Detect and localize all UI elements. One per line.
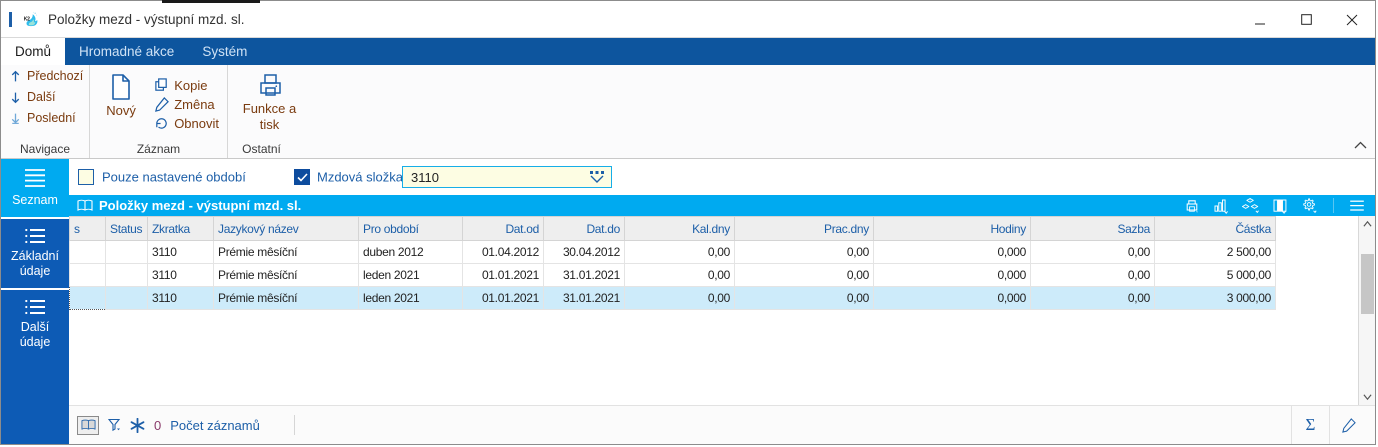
svg-text:K2: K2 [24,17,30,23]
